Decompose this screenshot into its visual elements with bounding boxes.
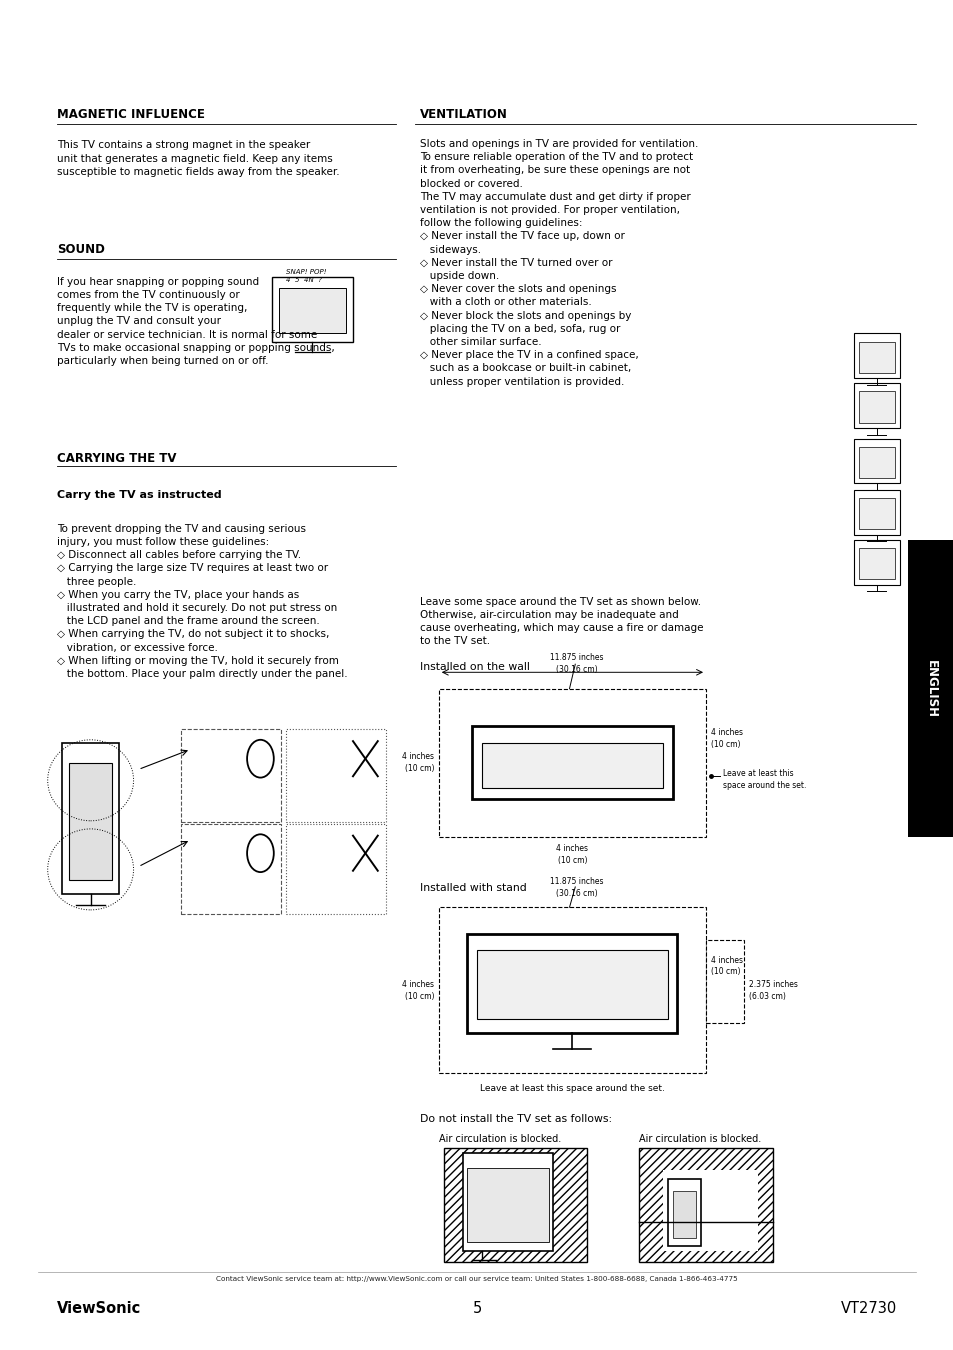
Text: ViewSonic: ViewSonic [57, 1301, 141, 1316]
Text: SOUND: SOUND [57, 243, 105, 256]
Text: Leave at least this space around the set.: Leave at least this space around the set… [479, 1084, 664, 1094]
Text: 4 inches
(10 cm): 4 inches (10 cm) [710, 956, 742, 976]
Bar [639, 1148, 772, 1262]
Text: Leave at least this
space around the set.: Leave at least this space around the set… [722, 769, 805, 790]
Bar [672, 1191, 696, 1238]
Bar [667, 1179, 700, 1246]
Text: If you hear snapping or popping sound
comes from the TV continuously or
frequent: If you hear snapping or popping sound co… [57, 277, 335, 366]
Text: Do not install the TV set as follows:: Do not install the TV set as follows: [419, 1114, 611, 1123]
Text: Leave some space around the TV set as shown below.
Otherwise, air-circulation ma: Leave some space around the TV set as sh… [419, 597, 702, 647]
Bar [443, 1148, 586, 1262]
Text: VT2730: VT2730 [840, 1301, 896, 1316]
Text: Installed with stand: Installed with stand [419, 883, 526, 892]
Text: To prevent dropping the TV and causing serious
injury, you must follow these gui: To prevent dropping the TV and causing s… [57, 524, 348, 679]
FancyBboxPatch shape [286, 824, 386, 914]
FancyBboxPatch shape [705, 941, 743, 1023]
Bar [858, 392, 894, 423]
Text: 4 inches
(10 cm): 4 inches (10 cm) [401, 980, 434, 1000]
Text: ENGLISH: ENGLISH [923, 660, 937, 717]
Text: CARRYING THE TV: CARRYING THE TV [57, 452, 176, 466]
Bar [853, 383, 899, 428]
Bar [272, 277, 353, 342]
Bar [858, 548, 894, 579]
Bar [858, 498, 894, 529]
Bar [853, 439, 899, 483]
Bar [472, 726, 672, 799]
Text: VENTILATION: VENTILATION [419, 108, 507, 122]
Text: 5: 5 [472, 1301, 481, 1316]
Text: Carry the TV as instructed: Carry the TV as instructed [57, 490, 222, 500]
Text: SNAP! POP!
4  5  4N  ?: SNAP! POP! 4 5 4N ? [286, 269, 326, 282]
Bar [662, 1170, 758, 1251]
Text: This TV contains a strong magnet in the speaker
unit that generates a magnetic f: This TV contains a strong magnet in the … [57, 140, 339, 177]
Text: Air circulation is blocked.: Air circulation is blocked. [438, 1134, 560, 1143]
Text: Slots and openings in TV are provided for ventilation.
To ensure reliable operat: Slots and openings in TV are provided fo… [419, 139, 698, 386]
Bar [467, 1168, 548, 1242]
FancyBboxPatch shape [181, 824, 281, 914]
Text: Contact ViewSonic service team at: http://www.ViewSonic.com or call our service : Contact ViewSonic service team at: http:… [216, 1276, 737, 1281]
FancyBboxPatch shape [286, 729, 386, 822]
FancyBboxPatch shape [181, 729, 281, 822]
FancyBboxPatch shape [438, 688, 705, 837]
Text: 11.875 inches
(30.16 cm): 11.875 inches (30.16 cm) [550, 878, 603, 898]
Bar [462, 1153, 553, 1251]
Bar [481, 743, 662, 788]
Text: Air circulation is blocked.: Air circulation is blocked. [639, 1134, 760, 1143]
Bar [853, 540, 899, 585]
Text: 4 inches
(10 cm): 4 inches (10 cm) [710, 728, 742, 749]
Bar [858, 447, 894, 478]
Bar [853, 333, 899, 378]
Text: MAGNETIC INFLUENCE: MAGNETIC INFLUENCE [57, 108, 205, 122]
Bar [858, 342, 894, 373]
Text: 4 inches
(10 cm): 4 inches (10 cm) [401, 752, 434, 774]
Bar [467, 934, 677, 1033]
Bar [69, 763, 112, 880]
Text: 4 inches
(10 cm): 4 inches (10 cm) [556, 844, 588, 864]
Text: Installed on the wall: Installed on the wall [419, 662, 529, 671]
Bar [853, 490, 899, 535]
Bar [278, 288, 346, 333]
Bar [476, 950, 667, 1019]
Text: 11.875 inches
(30.16 cm): 11.875 inches (30.16 cm) [550, 653, 603, 674]
Text: 2.375 inches
(6.03 cm): 2.375 inches (6.03 cm) [748, 980, 797, 1000]
FancyBboxPatch shape [438, 907, 705, 1073]
Bar [62, 743, 119, 894]
